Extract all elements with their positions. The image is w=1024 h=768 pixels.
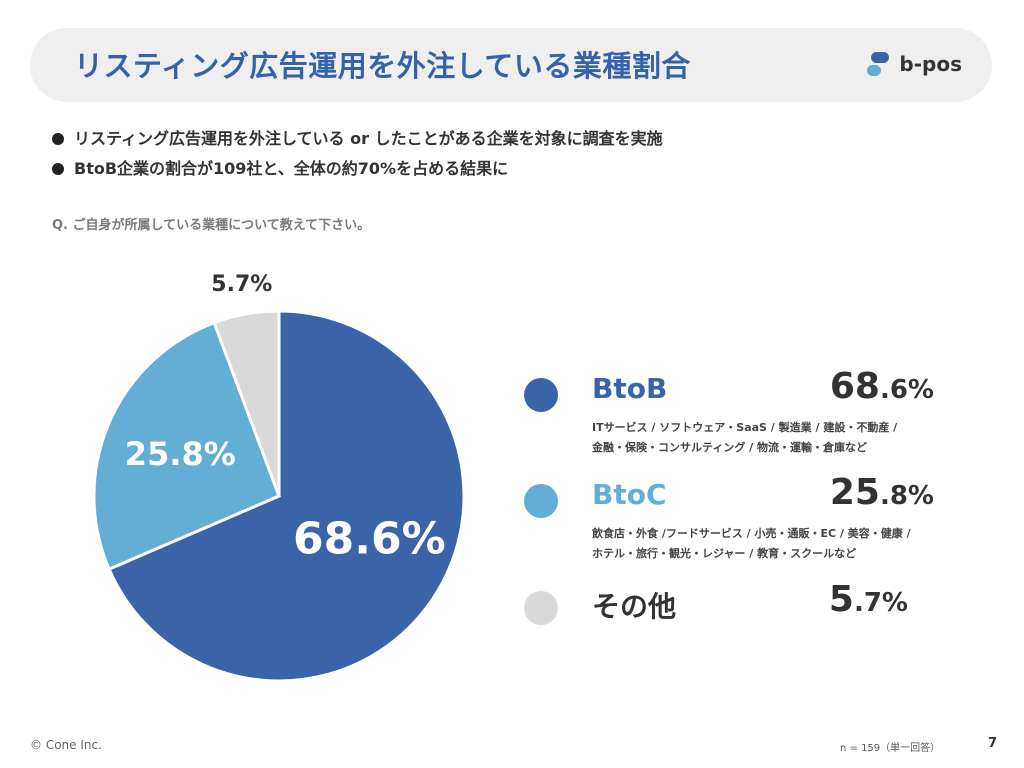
legend-value: 68.6% (830, 366, 934, 407)
pie-slice-btob (107, 309, 466, 683)
legend-value-main: 5 (828, 579, 854, 620)
b-pos-logo-icon (867, 52, 890, 76)
legend-desc-line: 金融・保険・コンサルティング / 物流・運輸・倉庫など (592, 441, 868, 454)
legend-description: 飲食店・外食 /フードサービス / 小売・通販・EC / 美容・健康 / ホテル… (592, 524, 911, 564)
survey-question: Q. ご自身が所属している業種について教えて下さい。 (52, 218, 371, 233)
legend-swatch (524, 484, 558, 518)
pie-chart: 68.6% 25.8% 5.7% (92, 272, 466, 683)
copyright: © Cone Inc. (30, 738, 102, 752)
pie-label-btob: 68.6% (293, 513, 446, 564)
legend-swatch (524, 378, 558, 412)
pie-slice-その他 (212, 309, 281, 497)
legend-desc-line: ホテル・旅行・観光・レジャー / 教育・スクールなど (592, 547, 857, 560)
pie-label-btoc: 25.8% (125, 435, 236, 473)
bullet-dot-icon (52, 133, 64, 145)
legend-value-sub: .7% (853, 588, 908, 618)
legend-label: BtoC (592, 478, 667, 511)
brand-name: b-pos (899, 52, 962, 76)
bullet-text: BtoB企業の割合が109社と、全体の約70%を占める結果に (74, 159, 509, 178)
pie-slice-btoc (92, 320, 281, 572)
bullet-item: リスティング広告運用を外注している or したことがある企業を対象に調査を実施 (52, 124, 663, 154)
brand-logo: b-pos (867, 52, 962, 76)
page-number: 7 (988, 736, 998, 751)
legend-value: 5.7% (829, 579, 908, 620)
legend-label: その他 (592, 590, 677, 623)
legend-value-main: 25 (829, 472, 880, 513)
legend-desc-line: ITサービス / ソフトウェア・SaaS / 製造業 / 建設・不動産 / (592, 421, 898, 434)
legend-value-sub: .8% (879, 481, 934, 511)
legend-description: ITサービス / ソフトウェア・SaaS / 製造業 / 建設・不動産 / 金融… (592, 418, 897, 458)
legend-desc-line: 飲食店・外食 /フードサービス / 小売・通販・EC / 美容・健康 / (592, 527, 911, 540)
legend-value-main: 68 (829, 366, 880, 407)
sample-size-note: n = 159（単一回答） (840, 743, 941, 754)
legend-swatch (524, 591, 558, 625)
pie-label-その他: 5.7% (211, 272, 272, 297)
bullet-item: BtoB企業の割合が109社と、全体の約70%を占める結果に (52, 154, 663, 184)
page-title: リスティング広告運用を外注している業種割合 (74, 49, 691, 83)
bullet-list: リスティング広告運用を外注している or したことがある企業を対象に調査を実施 … (52, 124, 663, 184)
legend-value-sub: .6% (879, 375, 934, 405)
bullet-dot-icon (52, 163, 64, 175)
bullet-text: リスティング広告運用を外注している or したことがある企業を対象に調査を実施 (74, 129, 663, 148)
legend-value: 25.8% (830, 472, 934, 513)
title-bar: リスティング広告運用を外注している業種割合 b-pos (30, 28, 992, 102)
legend-label: BtoB (592, 372, 668, 405)
